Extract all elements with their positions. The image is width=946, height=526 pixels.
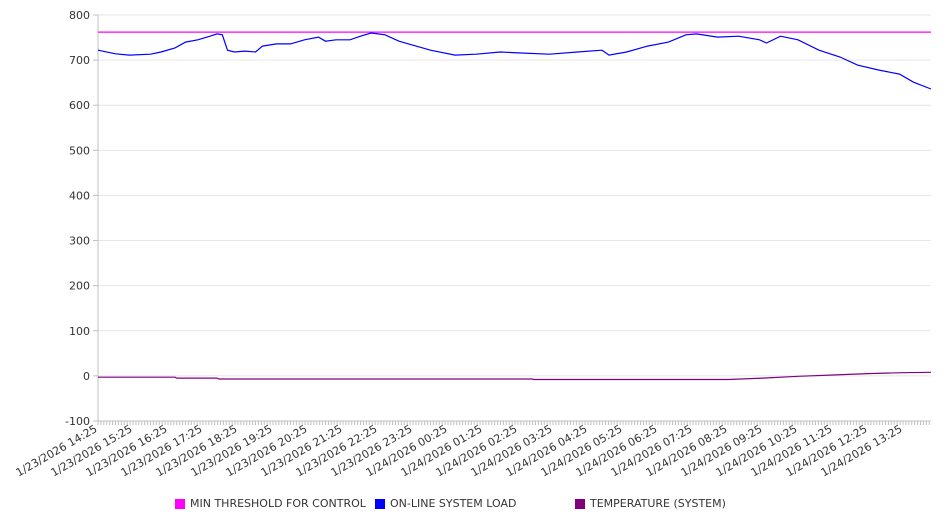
legend-item-load[interactable]: ON-LINE SYSTEM LOAD xyxy=(375,497,516,510)
legend: MIN THRESHOLD FOR CONTROL ON-LINE SYSTEM… xyxy=(0,497,946,513)
y-tick-label: 500 xyxy=(69,144,90,157)
legend-swatch-load xyxy=(375,498,385,509)
legend-label-threshold: MIN THRESHOLD FOR CONTROL xyxy=(190,497,366,510)
y-tick-label: 400 xyxy=(69,189,90,202)
y-tick-label: 700 xyxy=(69,54,90,67)
legend-item-threshold[interactable]: MIN THRESHOLD FOR CONTROL xyxy=(175,497,366,510)
y-tick-label: 300 xyxy=(69,235,90,248)
legend-swatch-threshold xyxy=(175,498,185,509)
y-tick-label: 200 xyxy=(69,280,90,293)
y-tick-label: 100 xyxy=(69,325,90,338)
y-tick-label: -100 xyxy=(65,415,90,428)
y-tick-label: 600 xyxy=(69,99,90,112)
load-line xyxy=(97,32,932,90)
temperature-line xyxy=(98,371,932,381)
legend-label-temperature: TEMPERATURE (SYSTEM) xyxy=(590,497,726,510)
legend-swatch-temperature xyxy=(575,498,585,509)
legend-item-temperature[interactable]: TEMPERATURE (SYSTEM) xyxy=(575,497,726,510)
y-tick-label: 800 xyxy=(69,9,90,22)
legend-label-load: ON-LINE SYSTEM LOAD xyxy=(390,497,517,510)
y-tick-label: 0 xyxy=(83,370,90,383)
